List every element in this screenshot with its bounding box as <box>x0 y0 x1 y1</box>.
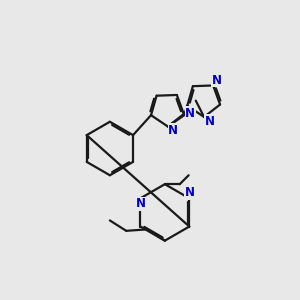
Text: N: N <box>212 74 222 87</box>
Text: N: N <box>136 197 146 210</box>
Text: N: N <box>204 115 214 128</box>
Text: N: N <box>168 124 178 136</box>
Text: N: N <box>185 186 195 200</box>
Text: N: N <box>185 107 195 120</box>
